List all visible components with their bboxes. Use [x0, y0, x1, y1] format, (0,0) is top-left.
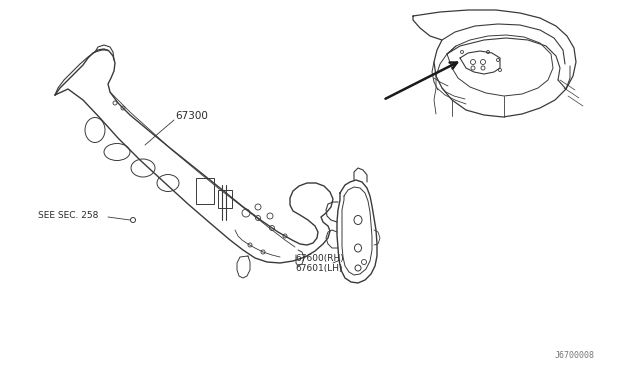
- Text: 67601(LH): 67601(LH): [295, 263, 342, 273]
- Bar: [218, 190, 232, 208]
- Text: J6700008: J6700008: [555, 350, 595, 359]
- Text: 67300: 67300: [175, 111, 208, 121]
- Text: 67600(RH): 67600(RH): [295, 253, 344, 263]
- Bar: [196, 178, 214, 204]
- Text: SEE SEC. 258: SEE SEC. 258: [38, 211, 99, 219]
